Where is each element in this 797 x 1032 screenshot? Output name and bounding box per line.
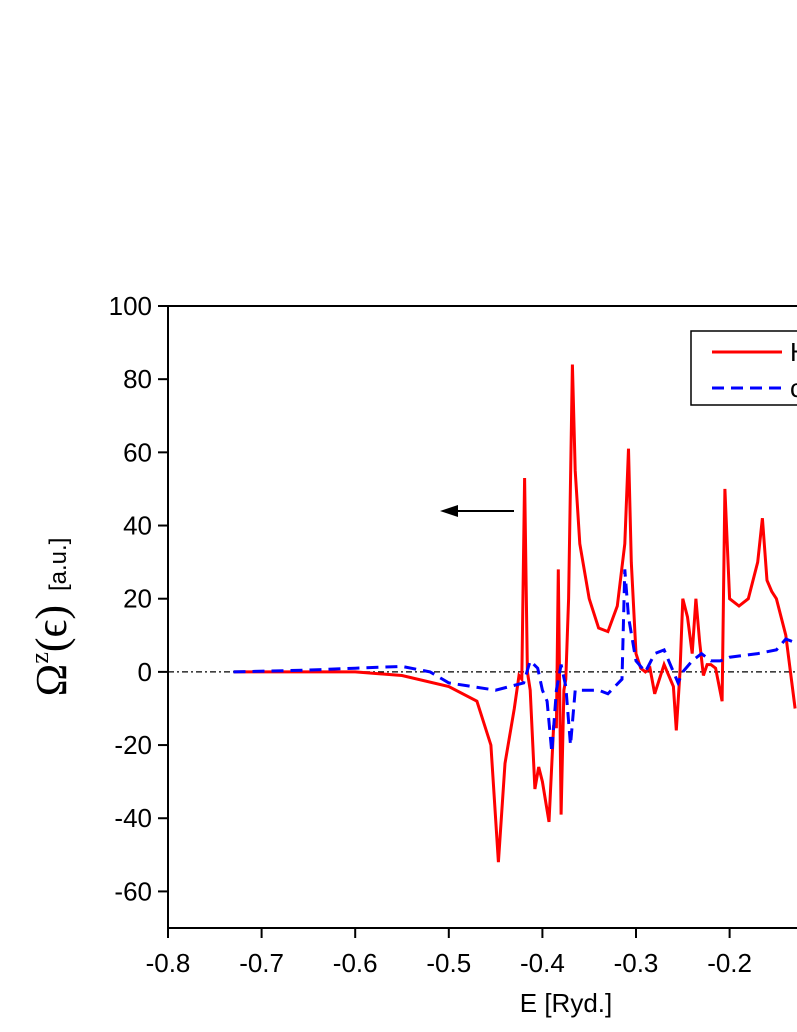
legend-label: c <box>790 373 797 403</box>
series-line <box>233 569 796 753</box>
y-tick-label: -40 <box>114 803 152 833</box>
x-tick-label: -0.5 <box>426 948 471 978</box>
y-tick-label: 0 <box>138 657 152 687</box>
x-tick-label: -0.4 <box>520 948 565 978</box>
y-tick-label: -60 <box>114 876 152 906</box>
y-tick-label: 20 <box>123 584 152 614</box>
y-tick-label: -20 <box>114 730 152 760</box>
y-label-unit: [a.u.] <box>45 538 72 591</box>
x-tick-label: -0.3 <box>614 948 659 978</box>
y-axis-label: Ωz(ϵ) [a.u.] <box>25 538 76 697</box>
y-label-symbol: Ω <box>27 664 76 697</box>
legend-label: H <box>790 337 797 367</box>
y-tick-label: 40 <box>123 511 152 541</box>
x-axis-label: E [Ryd.] <box>520 988 612 1018</box>
series-line <box>233 364 797 863</box>
x-tick-label: -0.8 <box>146 948 191 978</box>
y-tick-label: 80 <box>123 364 152 394</box>
y-tick-label: 60 <box>123 437 152 467</box>
y-label-sup: z <box>25 652 54 664</box>
y-label-arg: (ϵ) <box>27 605 76 652</box>
legend-box <box>690 330 797 406</box>
y-tick-label: 100 <box>109 291 152 321</box>
x-tick-label: -0.6 <box>333 948 378 978</box>
y-axis-label-text: Ωz(ϵ) [a.u.] <box>25 538 76 697</box>
x-tick-label: -0.7 <box>239 948 284 978</box>
arrow-head <box>440 505 458 517</box>
x-tick-label: -0.2 <box>707 948 752 978</box>
